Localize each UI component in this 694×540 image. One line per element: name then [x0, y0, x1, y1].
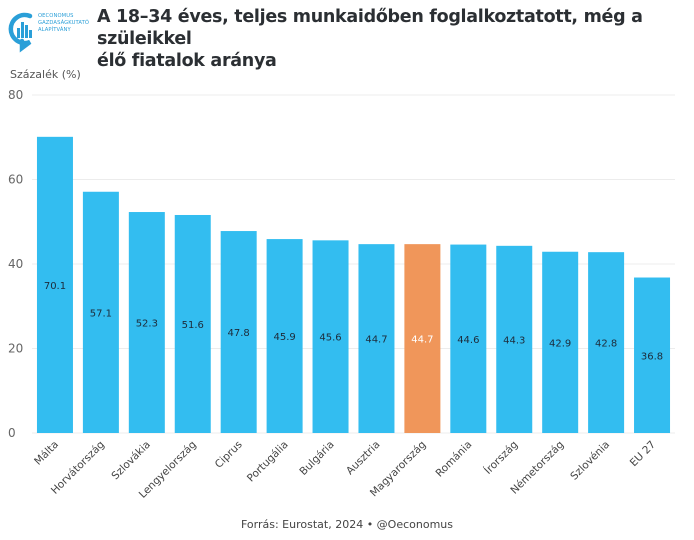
chart-title: A 18–34 éves, teljes munkaidőben foglalk… [97, 6, 692, 72]
logo-line-2: GAZDASÁGKUTATÓ [38, 20, 90, 26]
category-label: Ciprus [213, 439, 245, 471]
bars [36, 136, 671, 433]
logo-text: OECONOMUS GAZDASÁGKUTATÓ ALAPÍTVÁNY [38, 13, 89, 34]
data-labels: 70.1 57.1 52.3 51.6 47.8 45.9 45.6 44.7 44.7 44.6… [44, 281, 663, 362]
data-label: 57.1 [90, 308, 112, 319]
y-tick-label: 80 [8, 88, 23, 102]
y-tick-label: 60 [8, 173, 23, 187]
data-label: 44.6 [457, 335, 479, 346]
bar [358, 244, 395, 433]
data-label: 70.1 [44, 281, 66, 292]
data-label: 45.9 [273, 332, 295, 343]
source-note: Forrás: Eurostat, 2024 • @Oeconomus [240, 518, 453, 531]
y-axis-label: Százalék (%) [10, 68, 81, 81]
data-label: 44.7 [365, 335, 387, 346]
data-label: 42.9 [549, 338, 571, 349]
bar [542, 251, 579, 433]
category-label: Bulgária [297, 439, 336, 478]
data-label: 44.3 [503, 335, 525, 346]
y-tick-label: 20 [8, 342, 23, 356]
bar [634, 277, 671, 433]
data-label: 36.8 [641, 351, 663, 362]
bar [450, 244, 487, 433]
data-label: 52.3 [136, 319, 158, 330]
category-label: EU 27 [628, 439, 658, 469]
data-label: 51.6 [182, 320, 204, 331]
logo: OECONOMUS GAZDASÁGKUTATÓ ALAPÍTVÁNY [8, 8, 98, 54]
bar [174, 214, 211, 433]
category-label: Málta [32, 439, 61, 468]
y-tick-label: 40 [8, 257, 23, 271]
bar [312, 240, 349, 433]
y-axis-ticks: 0 20 40 60 80 [8, 88, 23, 440]
chart-title-line-1: A 18–34 éves, teljes munkaidőben foglalk… [97, 7, 643, 49]
logo-line-1: OECONOMUS [38, 13, 74, 19]
category-label: Portugália [245, 439, 291, 485]
category-label: Szlovákia [109, 439, 153, 483]
data-label: 47.8 [228, 328, 250, 339]
gridlines [32, 94, 675, 434]
bar [128, 212, 165, 433]
category-label: Románia [433, 439, 474, 480]
bar [220, 231, 257, 433]
category-label: Írország [481, 438, 520, 477]
category-label: Ausztria [344, 439, 383, 478]
bar [36, 136, 73, 433]
category-label: Szlovénia [568, 439, 612, 483]
bar [266, 239, 303, 433]
oeconomus-logo-icon [8, 12, 33, 53]
data-label: 42.8 [595, 339, 617, 350]
data-label: 44.7 [411, 335, 433, 346]
chart-title-line-2: élő fiatalok aránya [97, 51, 277, 71]
logo-line-3: ALAPÍTVÁNY [38, 27, 71, 33]
bar [588, 252, 625, 433]
y-tick-label: 0 [8, 426, 16, 440]
bar [496, 245, 533, 433]
bar [82, 191, 119, 433]
data-label: 45.6 [319, 333, 341, 344]
bar [404, 244, 441, 433]
